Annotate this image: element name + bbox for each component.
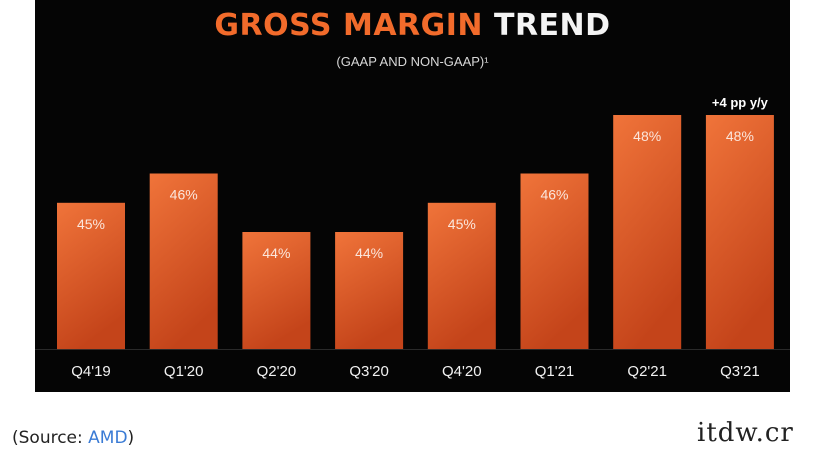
bar-5	[520, 173, 589, 349]
data-label-2: 44%	[262, 245, 290, 261]
caption-suffix: )	[127, 428, 135, 448]
data-label-0: 45%	[77, 216, 105, 232]
bar-2	[242, 232, 311, 349]
watermark-text: itdw.cr	[697, 418, 794, 448]
title-white-part: TREND	[493, 8, 611, 43]
title-orange-part: GROSS MARGIN	[214, 8, 484, 43]
source-caption: (Source: AMD)	[12, 428, 134, 448]
chart-slide: GROSS MARGIN TREND (GAAP AND NON-GAAP)¹ …	[35, 0, 790, 392]
tick-label-1: Q1'20	[164, 363, 204, 380]
bar-0	[57, 202, 125, 350]
data-label-1: 46%	[170, 187, 198, 203]
source-link[interactable]: AMD	[88, 428, 128, 448]
data-label-3: 44%	[355, 245, 383, 261]
data-label-4: 45%	[448, 216, 476, 232]
data-label-7: 48%	[726, 128, 754, 144]
data-label-6: 48%	[633, 128, 661, 144]
bar-3	[335, 232, 404, 349]
chart-subtitle: (GAAP AND NON-GAAP)¹	[336, 54, 489, 69]
bar-7	[705, 115, 774, 349]
data-label-5: 46%	[540, 187, 568, 203]
tick-label-2: Q2'20	[257, 363, 297, 380]
tick-label-4: Q4'20	[442, 363, 482, 380]
chart-title: GROSS MARGIN TREND	[35, 8, 790, 43]
annotation-0: +4 pp y/y	[712, 95, 769, 110]
tick-label-6: Q2'21	[627, 363, 667, 380]
bar-chart: 45% Q4'19 46% Q1'20 44% Q2'20 44% Q3'20 45% Q4'20…	[35, 95, 790, 380]
bar-6	[613, 115, 682, 349]
tick-label-5: Q1'21	[535, 363, 575, 380]
tick-label-3: Q3'20	[349, 363, 389, 380]
tick-label-0: Q4'19	[71, 363, 111, 380]
bar-1	[149, 173, 218, 349]
caption-prefix: (Source:	[12, 428, 89, 448]
bar-4	[427, 202, 496, 350]
tick-label-7: Q3'21	[720, 363, 760, 380]
